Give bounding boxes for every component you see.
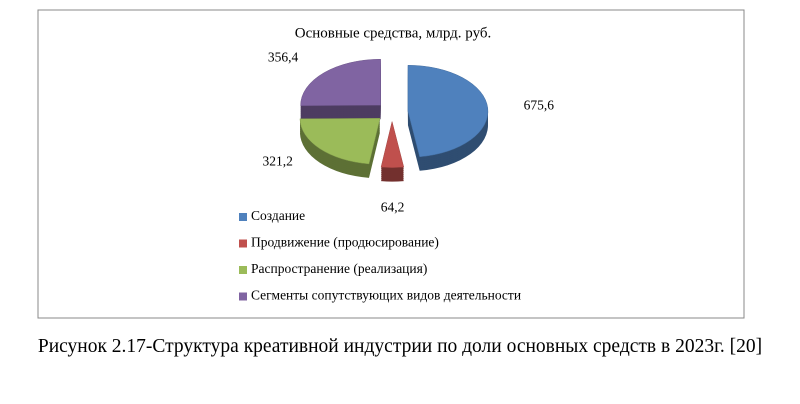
legend-swatch (239, 239, 247, 248)
data-label: 356,4 (268, 49, 299, 64)
data-label: 675,6 (524, 98, 555, 113)
data-label: 64,2 (381, 199, 405, 214)
legend-label: Продвижение (продюсирование) (251, 235, 439, 250)
slice (299, 118, 381, 165)
legend-swatch (239, 292, 247, 301)
legend-swatch (239, 213, 247, 221)
legend-label: Распространение (реализация) (251, 261, 427, 276)
chart: Основные средства, млрд. руб. 675,6 64,2 3… (37, 9, 745, 319)
slice (407, 65, 489, 158)
legend-label: Создание (251, 208, 305, 223)
slice (300, 58, 381, 106)
figure-caption: Рисунок 2.17-Структура креативной индуст… (37, 336, 763, 357)
slice (380, 121, 405, 168)
legend-swatch (239, 266, 247, 274)
legend-label: Сегменты сопутствующих видов деятельност… (251, 288, 521, 303)
data-label: 321,2 (262, 153, 292, 168)
chart-title: Основные средства, млрд. руб. (295, 25, 492, 41)
